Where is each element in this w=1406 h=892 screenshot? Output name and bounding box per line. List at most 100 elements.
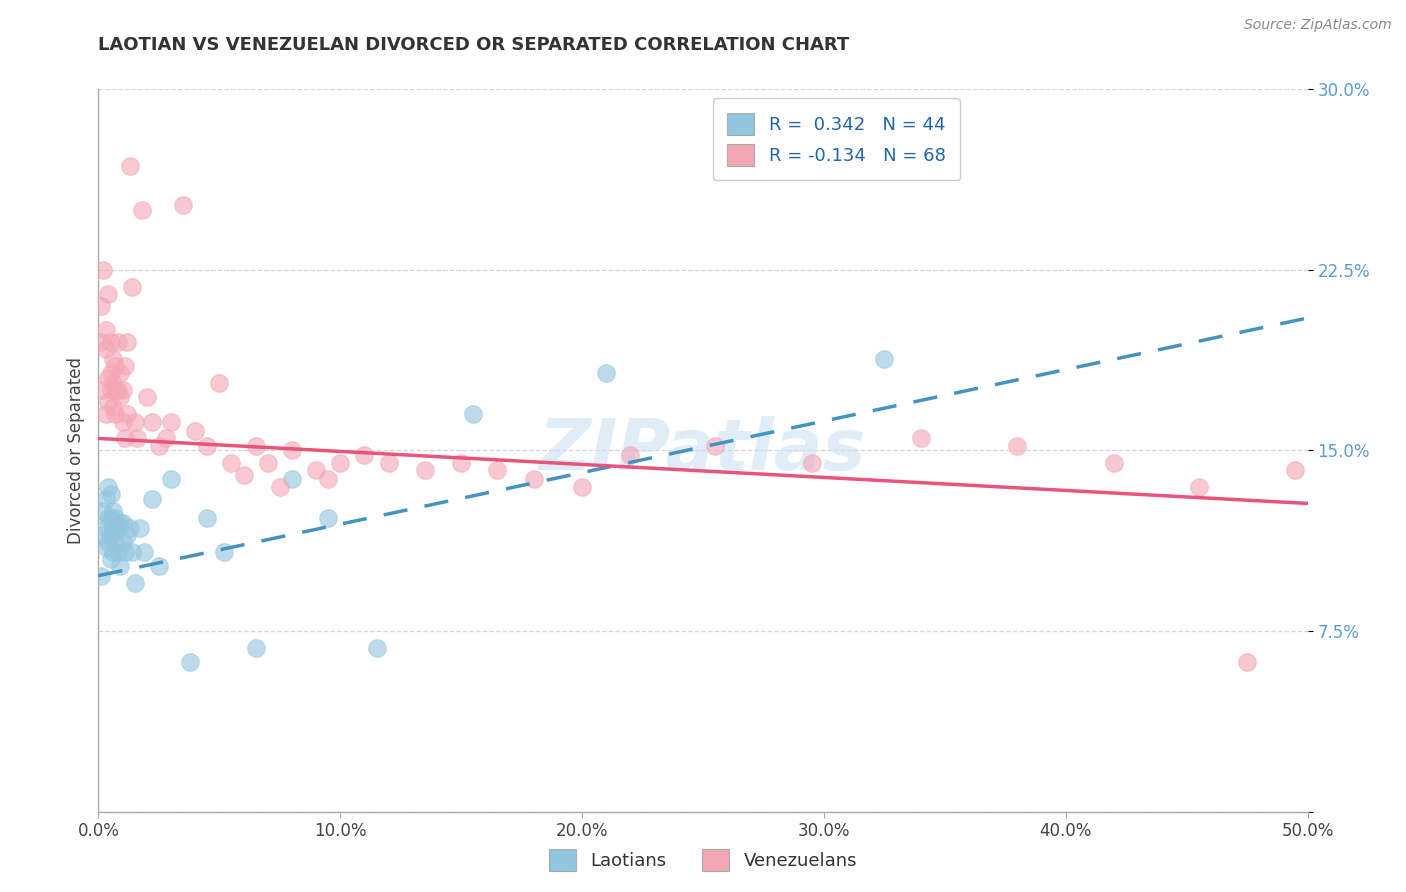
Point (316, 511, 339, 525)
Point (91, 262, 114, 277)
Point (94, 407, 117, 421)
Point (97, 480, 120, 494)
Point (114, 359, 136, 373)
Point (91, 503, 114, 517)
Point (195, 439, 218, 453)
Point (212, 544, 235, 558)
Text: ZIPatlas: ZIPatlas (540, 416, 866, 485)
Point (256, 455, 278, 469)
Point (127, 431, 149, 445)
Point (523, 472, 546, 486)
Point (160, 415, 183, 429)
Point (108, 516, 131, 530)
Point (117, 407, 139, 421)
Point (104, 511, 127, 525)
Point (107, 544, 129, 558)
Text: Source: ZipAtlas.com: Source: ZipAtlas.com (1244, 18, 1392, 32)
Point (104, 535, 127, 549)
Point (450, 455, 472, 469)
Point (90, 568, 112, 582)
Point (221, 455, 243, 469)
Point (97, 511, 120, 525)
Point (111, 415, 134, 429)
Point (111, 516, 134, 530)
Point (316, 472, 339, 486)
Point (117, 334, 139, 349)
Point (108, 391, 131, 405)
Point (195, 511, 218, 525)
Point (413, 463, 436, 477)
Point (281, 443, 304, 458)
Point (100, 334, 122, 349)
Point (595, 367, 617, 381)
Point (104, 407, 127, 421)
Point (366, 640, 388, 655)
Point (281, 472, 304, 486)
Point (160, 472, 183, 486)
Point (121, 279, 143, 293)
Point (232, 467, 254, 482)
Point (245, 439, 267, 453)
Point (245, 640, 267, 655)
Point (107, 334, 129, 349)
Point (111, 384, 134, 398)
Point (141, 491, 163, 506)
Point (118, 159, 141, 173)
Point (135, 391, 157, 405)
Point (97, 286, 120, 301)
Point (101, 376, 124, 390)
Point (111, 535, 134, 549)
Point (104, 359, 127, 373)
Point (1102, 455, 1125, 469)
Point (800, 455, 823, 469)
Point (141, 415, 163, 429)
Point (101, 351, 124, 366)
Point (1007, 439, 1029, 453)
Point (107, 520, 129, 534)
Point (118, 520, 141, 534)
Point (571, 480, 593, 494)
Point (128, 520, 150, 534)
Point (97, 371, 120, 385)
Point (155, 431, 177, 445)
Point (94, 491, 117, 506)
Point (121, 544, 143, 558)
Point (463, 407, 485, 421)
Point (101, 400, 124, 414)
Point (107, 384, 129, 398)
Point (329, 455, 352, 469)
Point (100, 527, 122, 541)
Point (97, 395, 120, 409)
Text: LAOTIAN VS VENEZUELAN DIVORCED OR SEPARATED CORRELATION CHART: LAOTIAN VS VENEZUELAN DIVORCED OR SEPARA… (98, 36, 849, 54)
Point (94, 520, 117, 534)
Point (184, 424, 207, 438)
Point (619, 448, 641, 462)
Point (172, 198, 194, 212)
Point (114, 431, 136, 445)
Point (269, 480, 291, 494)
Point (108, 367, 131, 381)
Point (131, 202, 153, 217)
Point (208, 376, 231, 390)
Point (100, 384, 122, 398)
Point (873, 351, 896, 366)
Point (305, 463, 328, 477)
Point (148, 559, 170, 574)
Legend: Laotians, Venezuelans: Laotians, Venezuelans (541, 842, 865, 879)
Point (1188, 480, 1211, 494)
Point (104, 384, 127, 398)
Point (91, 527, 114, 541)
Legend: R =  0.342   N = 44, R = -0.134   N = 68: R = 0.342 N = 44, R = -0.134 N = 68 (713, 98, 960, 180)
Point (100, 367, 122, 381)
Point (179, 656, 201, 670)
Point (486, 463, 509, 477)
Point (101, 503, 124, 517)
Point (94, 343, 117, 357)
Point (134, 544, 156, 558)
Point (148, 439, 170, 453)
Point (94, 540, 117, 554)
Point (124, 576, 146, 591)
Point (101, 544, 124, 558)
Point (94, 323, 117, 337)
Point (101, 520, 124, 534)
